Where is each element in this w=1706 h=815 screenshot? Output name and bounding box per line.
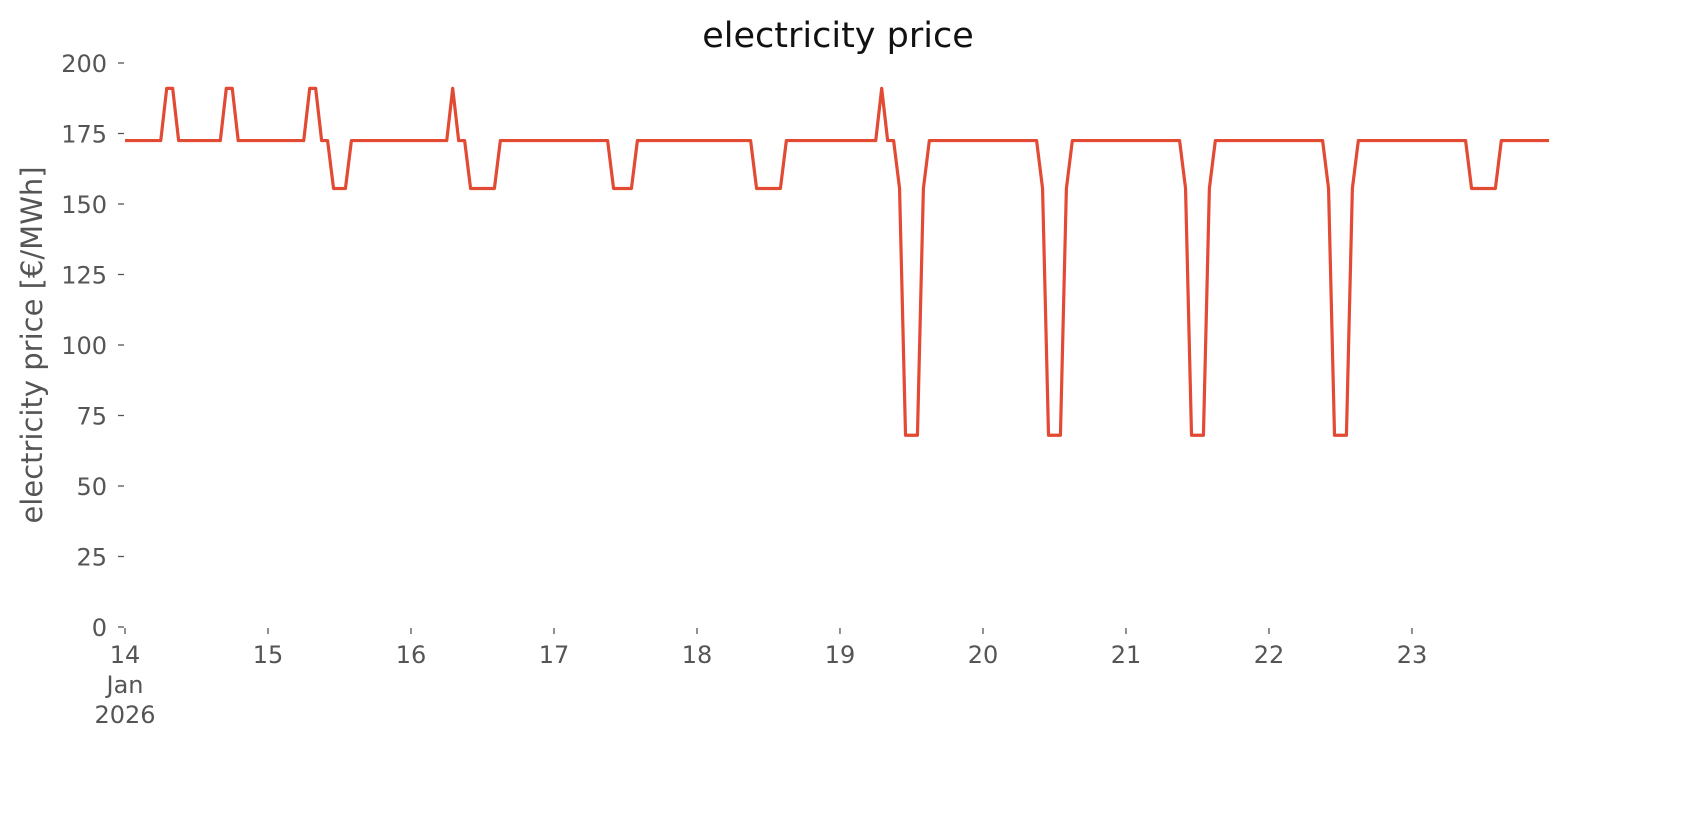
y-tick-label: 25	[76, 544, 107, 572]
y-tick-label: 0	[92, 614, 107, 642]
price-line	[125, 86, 1549, 437]
y-tick-label: 125	[61, 262, 107, 290]
x-tick-label: 14 Jan 2026	[94, 641, 155, 729]
y-tick-label: 150	[61, 191, 107, 219]
y-tick-label: 75	[76, 403, 107, 431]
x-tick-label: 18	[682, 641, 713, 669]
x-tick-label: 15	[253, 641, 284, 669]
y-tick-label: 200	[61, 50, 107, 78]
x-tick-label: 21	[1111, 641, 1142, 669]
x-tick-label: 16	[396, 641, 427, 669]
chart-title: electricity price	[702, 16, 974, 56]
x-tick-label: 17	[539, 641, 570, 669]
x-tick-label: 19	[825, 641, 856, 669]
x-tick-label: 23	[1397, 641, 1428, 669]
y-tick-label: 50	[76, 473, 107, 501]
x-tick-label: 22	[1254, 641, 1285, 669]
y-tick-label: 100	[61, 332, 107, 360]
y-tick-label: 175	[61, 121, 107, 149]
y-axis-label: electricity price [€/MWh]	[15, 166, 49, 523]
x-tick-label: 20	[968, 641, 999, 669]
